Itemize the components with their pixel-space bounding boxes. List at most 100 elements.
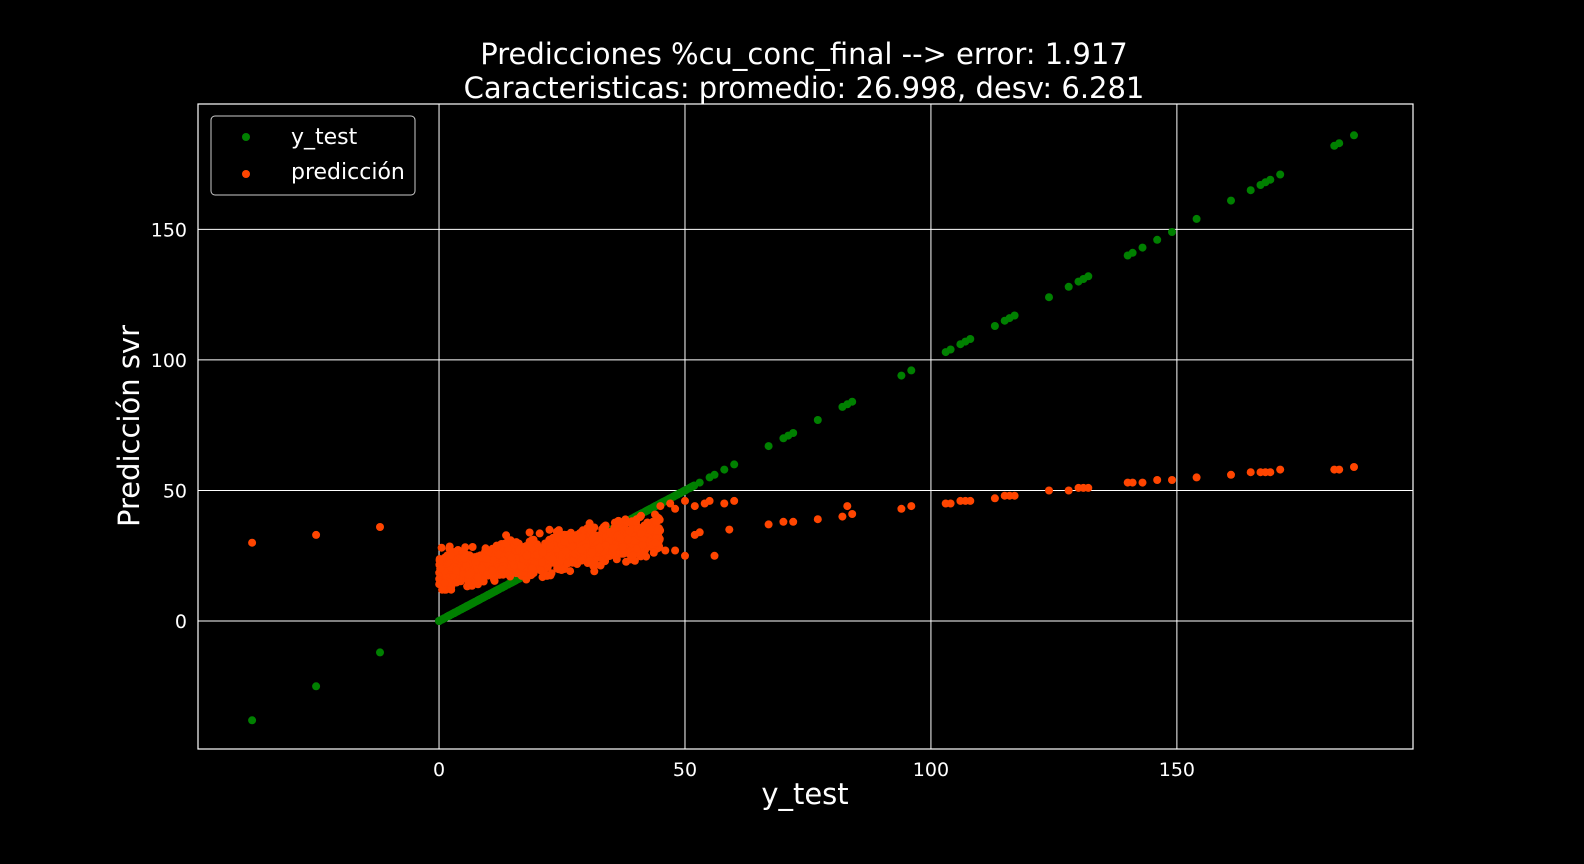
prediccion-point <box>614 516 623 525</box>
prediccion-point <box>517 562 526 571</box>
prediccion-point <box>554 534 563 543</box>
prediccion-point <box>376 523 384 531</box>
prediccion-point <box>548 554 557 563</box>
prediccion-point <box>473 573 482 582</box>
y-axis-label: Predicción svr <box>112 325 146 527</box>
legend-marker-y-test <box>242 133 250 141</box>
prediccion-point <box>561 531 570 540</box>
prediccion-point <box>525 528 534 537</box>
y-test-point <box>248 716 257 725</box>
prediccion-point <box>622 557 631 566</box>
prediccion-point <box>789 517 798 526</box>
x-tick-label: 150 <box>1159 759 1195 781</box>
y-test-point <box>966 335 975 343</box>
prediccion-point <box>1138 478 1147 487</box>
prediccion-point <box>595 543 604 552</box>
prediccion-point <box>1246 468 1255 477</box>
prediccion-point <box>552 527 561 536</box>
prediccion-point <box>435 556 444 565</box>
prediccion-point <box>577 556 586 565</box>
y-test-point <box>720 465 729 474</box>
prediccion-point <box>488 566 497 575</box>
y-test-point <box>848 397 857 406</box>
y-test-point <box>1266 175 1275 184</box>
y-tick-label: 150 <box>151 219 187 241</box>
prediccion-point <box>666 499 675 508</box>
y-test-point <box>813 416 822 424</box>
prediccion-point <box>681 551 689 560</box>
prediccion-point <box>642 552 651 561</box>
y-tick-label: 100 <box>151 350 187 372</box>
y-test-point <box>685 483 694 492</box>
tick-labels: 0 50 100 150 0 50 100 150 <box>151 219 1195 781</box>
prediccion-point <box>482 554 491 563</box>
prediccion-point <box>464 570 473 579</box>
prediccion-point <box>488 555 497 564</box>
chart-subtitle: Caracteristicas: promedio: 26.998, desv:… <box>464 71 1145 105</box>
legend-box <box>210 115 416 196</box>
y-test-point <box>312 682 321 691</box>
prediccion-point <box>560 537 569 546</box>
legend-label-prediccion: predicción <box>291 160 405 185</box>
y-test-point <box>1227 196 1235 205</box>
prediccion-point <box>1010 491 1019 500</box>
prediccion-point <box>649 548 658 557</box>
y-test-point <box>1335 139 1344 148</box>
prediccion-point <box>481 544 490 553</box>
prediccion-point <box>588 534 597 543</box>
y-test-point <box>1153 235 1162 244</box>
prediccion-point <box>652 518 661 526</box>
prediccion-point <box>572 534 581 543</box>
prediccion-point <box>500 539 509 548</box>
prediccion-point <box>690 502 699 511</box>
prediccion-point <box>546 542 555 551</box>
prediccion-point <box>451 566 460 575</box>
prediccion-point <box>1128 478 1137 487</box>
prediccion-point <box>568 542 577 551</box>
prediccion-point <box>477 564 486 573</box>
plot-area-frame <box>197 103 1414 750</box>
y-test-point <box>376 648 384 657</box>
prediccion-point <box>616 533 625 542</box>
prediccion-point <box>897 504 906 513</box>
prediccion-point <box>946 499 955 508</box>
prediccion-point <box>637 529 646 538</box>
data-points <box>248 131 1358 725</box>
prediccion-point <box>471 558 480 567</box>
y-tick-label: 0 <box>175 611 187 633</box>
prediccion-point <box>907 502 916 511</box>
prediccion-point <box>507 553 516 562</box>
prediccion-point <box>671 546 680 555</box>
prediccion-point <box>720 499 729 508</box>
prediccion-point <box>522 551 531 560</box>
y-test-point <box>1064 282 1073 291</box>
prediccion-point <box>610 524 619 532</box>
y-test-point <box>897 371 906 380</box>
prediccion-point <box>764 520 773 529</box>
prediccion-point <box>588 548 596 557</box>
prediccion-point <box>553 564 562 573</box>
prediccion-point <box>653 526 661 535</box>
prediccion-point <box>966 496 975 505</box>
x-tick-label: 0 <box>433 759 445 781</box>
prediccion-point <box>1350 463 1358 471</box>
y-test-point <box>1138 243 1147 252</box>
prediccion-point <box>590 567 599 576</box>
prediccion-point <box>651 538 660 547</box>
grid <box>198 104 1413 749</box>
prediccion-point <box>535 529 544 538</box>
prediccion-point <box>561 547 570 556</box>
prediccion-point <box>625 526 634 535</box>
y-test-point <box>1128 248 1137 257</box>
prediccion-point <box>563 559 572 568</box>
legend-marker-prediccion <box>242 170 250 178</box>
prediccion-point <box>585 557 594 566</box>
prediccion-point <box>312 530 321 539</box>
prediccion-point <box>537 558 546 567</box>
y-test-point <box>789 429 798 437</box>
prediccion-point <box>848 510 857 518</box>
prediccion-point <box>725 525 734 534</box>
y-test-point <box>990 322 999 330</box>
prediccion-point <box>710 551 719 560</box>
